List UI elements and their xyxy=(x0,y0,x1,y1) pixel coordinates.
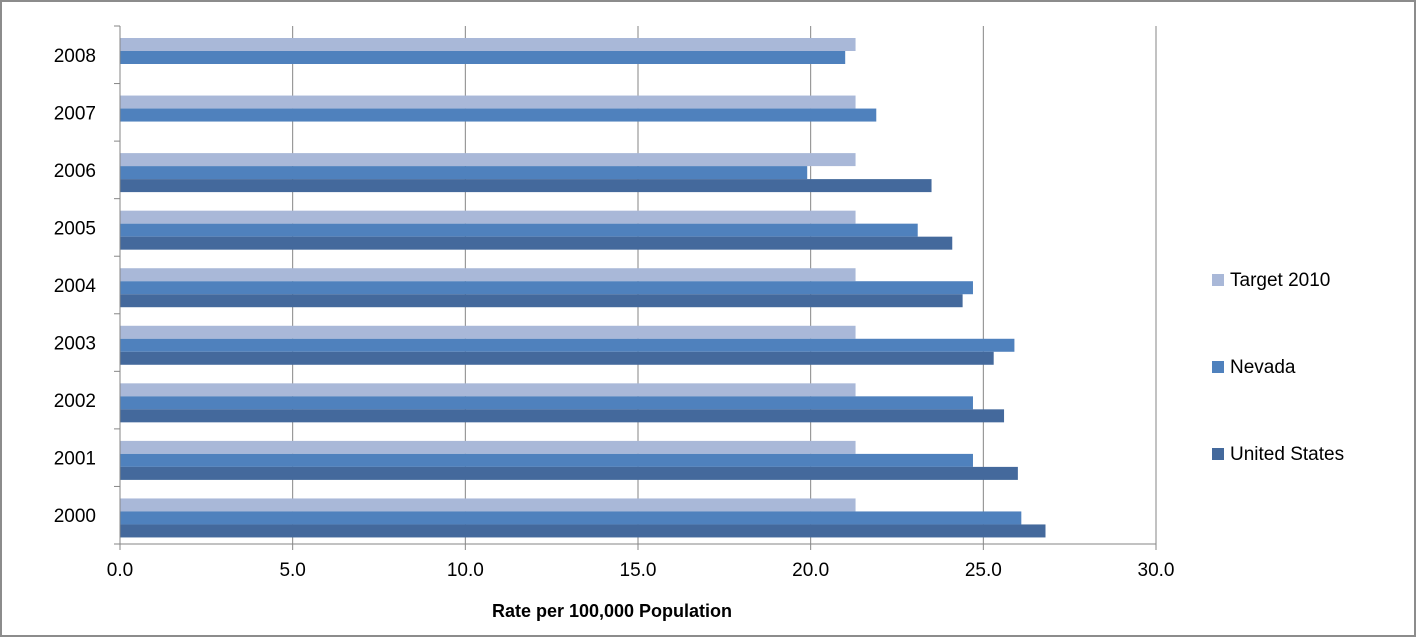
bar-target-2010-2005 xyxy=(120,210,856,224)
bar-nevada-2008 xyxy=(120,51,846,64)
legend: Target 2010 Nevada United States xyxy=(1212,270,1344,465)
x-tick-label: 10.0 xyxy=(447,560,484,581)
bar-united-states-2002 xyxy=(120,409,1005,423)
bar-target-2010-2004 xyxy=(120,268,856,282)
y-tick-label: 2002 xyxy=(54,391,96,412)
legend-label: Target 2010 xyxy=(1230,270,1330,291)
y-tick-label: 2003 xyxy=(54,334,96,355)
legend-label: United States xyxy=(1230,444,1344,465)
bar-nevada-2004 xyxy=(120,281,973,295)
bar-united-states-2006 xyxy=(120,179,932,193)
y-tick-label: 2000 xyxy=(54,506,96,527)
legend-swatch xyxy=(1212,274,1224,286)
x-tick-label: 5.0 xyxy=(279,560,305,581)
legend-label: Nevada xyxy=(1230,357,1296,378)
bar-nevada-2000 xyxy=(120,511,1022,525)
y-tick-label: 2004 xyxy=(54,276,97,297)
x-tick-label: 30.0 xyxy=(1138,560,1175,581)
bar-target-2010-2007 xyxy=(120,95,856,109)
x-axis-title: Rate per 100,000 Population xyxy=(492,601,732,621)
y-tick-label: 2005 xyxy=(54,218,96,239)
tick-labels: 0.0 5.0 10.0 15.0 20.0 25.0 30.0 2000 2001 2002 20… xyxy=(54,46,1175,581)
bar-target-2010-2006 xyxy=(120,153,856,167)
bar-united-states-2004 xyxy=(120,294,963,308)
bar-nevada-2007 xyxy=(120,108,877,122)
y-tick-label: 2008 xyxy=(54,46,96,67)
bar-target-2010-2008 xyxy=(120,38,856,51)
axes xyxy=(114,25,1157,550)
bar-target-2010-2000 xyxy=(120,498,856,512)
bar-united-states-2005 xyxy=(120,236,953,250)
x-tick-label: 20.0 xyxy=(792,560,829,581)
bar-target-2010-2001 xyxy=(120,440,856,454)
x-tick-label: 15.0 xyxy=(620,560,657,581)
x-tick-label: 25.0 xyxy=(965,560,1002,581)
bar-nevada-2001 xyxy=(120,453,973,467)
y-tick-label: 2001 xyxy=(54,449,96,470)
x-tick-label: 0.0 xyxy=(107,560,133,581)
y-tick-label: 2006 xyxy=(54,161,96,182)
bar-target-2010-2003 xyxy=(120,325,856,339)
bar-nevada-2005 xyxy=(120,223,918,237)
bar-united-states-2000 xyxy=(120,524,1046,538)
bar-united-states-2001 xyxy=(120,466,1018,480)
bar-united-states-2003 xyxy=(120,351,994,365)
y-tick-label: 2007 xyxy=(54,103,96,124)
legend-swatch xyxy=(1212,448,1224,460)
bar-nevada-2002 xyxy=(120,396,973,410)
bar-target-2010-2002 xyxy=(120,383,856,397)
bar-nevada-2003 xyxy=(120,338,1015,352)
bars xyxy=(120,38,1046,538)
bar-nevada-2006 xyxy=(120,166,808,180)
legend-swatch xyxy=(1212,361,1224,373)
